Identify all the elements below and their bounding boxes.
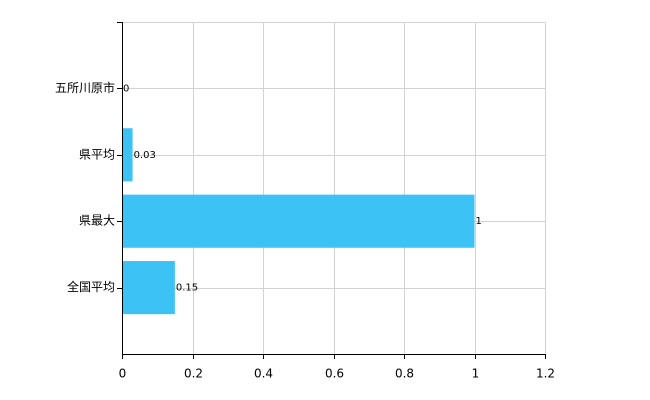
y-tick-label: 五所川原市 [55, 80, 115, 95]
x-tick-label: 1 [472, 367, 480, 381]
bar [122, 194, 475, 248]
value-label: 0 [123, 83, 129, 94]
bar [122, 261, 175, 315]
value-label: 0.15 [176, 283, 198, 294]
x-tick-label: 1.2 [536, 367, 555, 381]
bar [122, 128, 133, 182]
value-label: 1 [476, 216, 482, 227]
y-tick-label: 県平均 [79, 147, 115, 161]
x-tick-label: 0.4 [254, 367, 273, 381]
value-label: 0.03 [134, 150, 156, 161]
x-tick-label: 0 [119, 367, 127, 381]
x-tick-label: 0.8 [395, 367, 414, 381]
y-tick-label: 全国平均 [67, 279, 115, 294]
x-tick-label: 0.6 [325, 367, 344, 381]
y-tick-label: 県最大 [79, 214, 115, 228]
x-tick-label: 0.2 [184, 367, 203, 381]
